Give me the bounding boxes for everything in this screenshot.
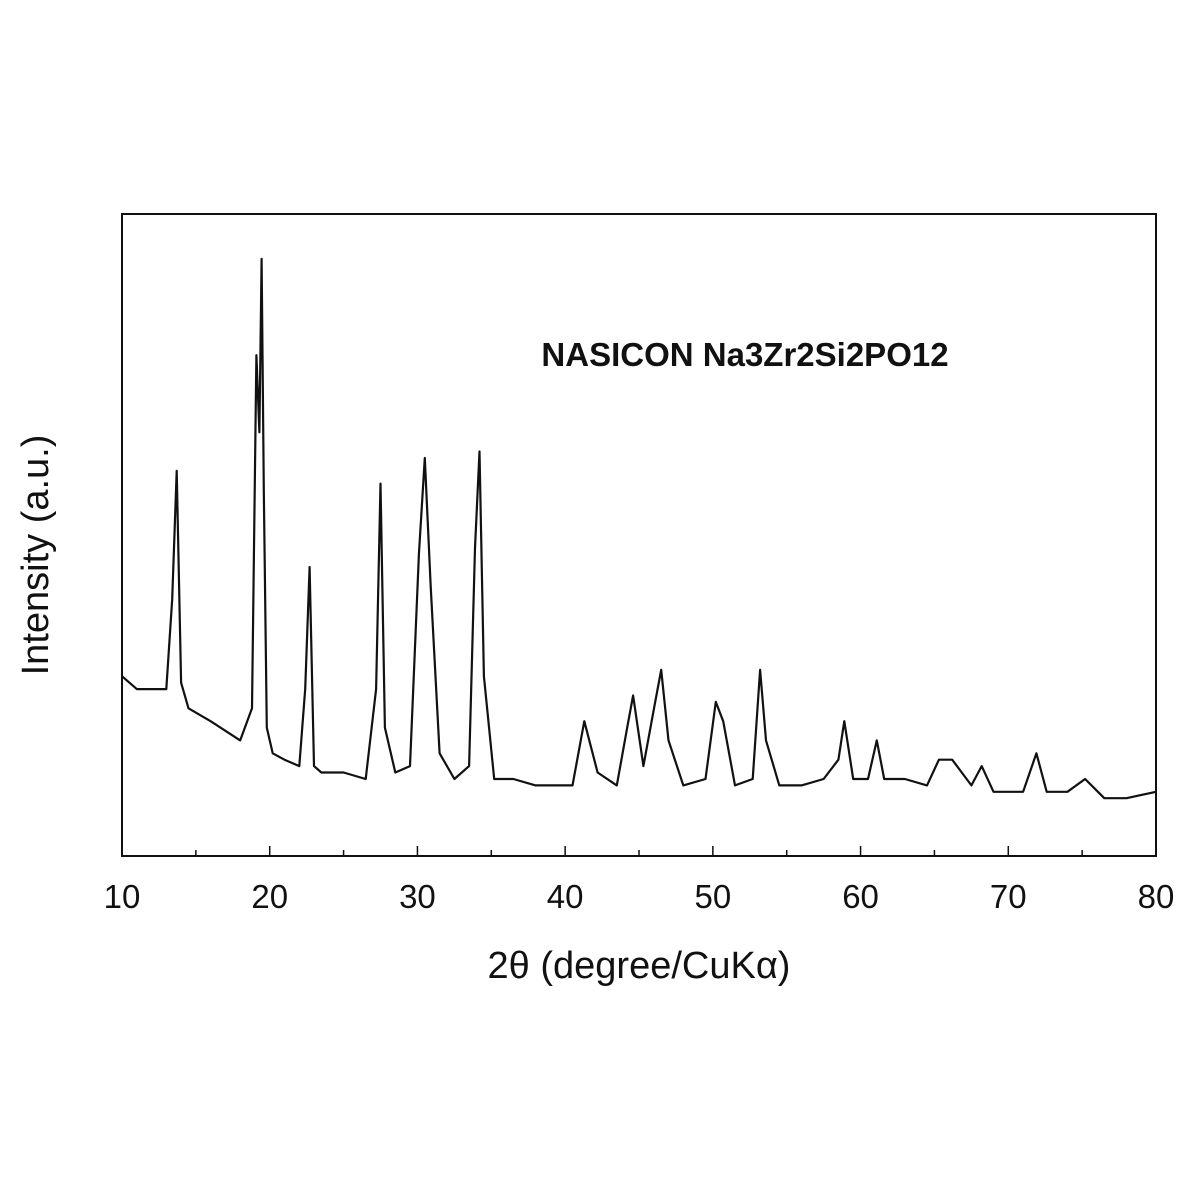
y-axis-title: Intensity (a.u.)	[15, 435, 57, 676]
xrd-pattern-line	[121, 257, 1157, 800]
x-tick-label: 20	[251, 878, 288, 915]
x-axis-tick-labels: 10 20 30 40 50 60 70 80	[104, 878, 1175, 915]
x-tick-label: 10	[104, 878, 141, 915]
x-tick-label: 30	[399, 878, 436, 915]
x-tick-label: 70	[990, 878, 1027, 915]
x-tick-label: 40	[547, 878, 584, 915]
x-axis-title: 2θ (degree/CuKα)	[488, 945, 791, 987]
x-tick-label: 80	[1138, 878, 1175, 915]
sample-annotation: NASICON Na3Zr2Si2PO12	[541, 336, 948, 373]
plot-frame	[121, 213, 1157, 857]
x-axis-ticks	[195, 846, 1083, 856]
x-tick-label: 60	[842, 878, 879, 915]
x-tick-label: 50	[694, 878, 731, 915]
